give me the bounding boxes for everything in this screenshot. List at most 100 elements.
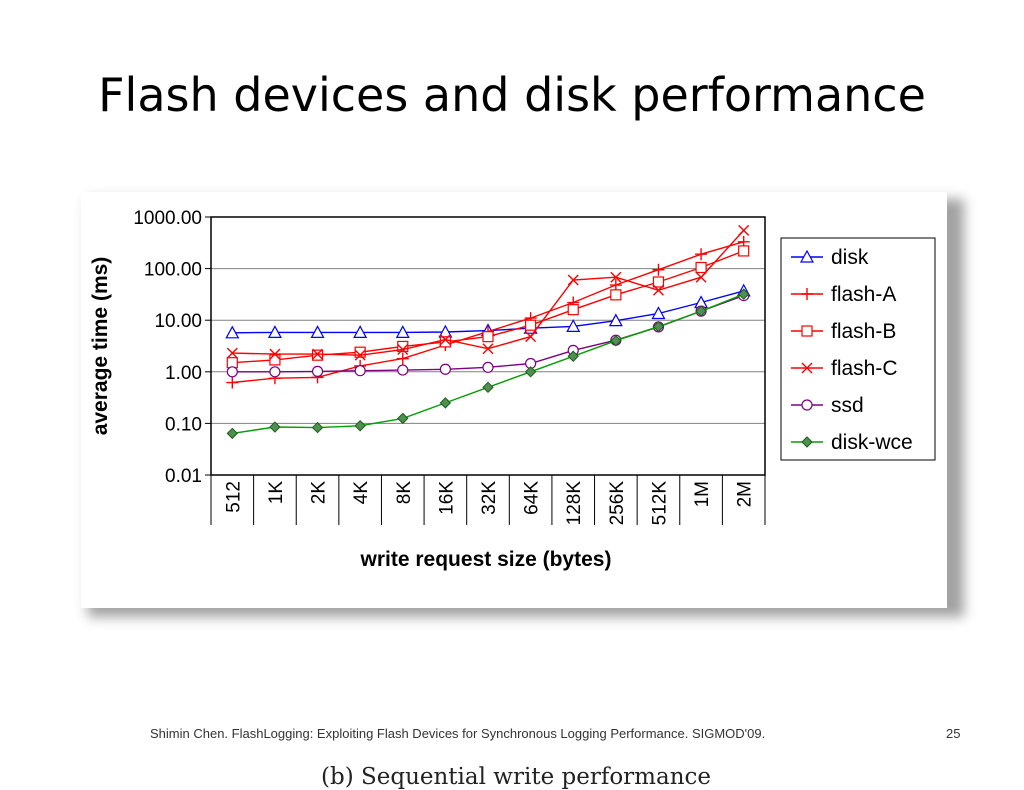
- legend-box: [780, 237, 936, 461]
- legend-swatch-marker: [801, 325, 813, 337]
- data-point-ssd: [311, 365, 324, 377]
- data-point-flash-B: [525, 319, 537, 331]
- legend-swatch-marker: [801, 362, 813, 374]
- data-point-flash-C: [439, 334, 451, 346]
- x-tick-label: 4K: [351, 481, 372, 505]
- data-point-disk: [566, 319, 581, 332]
- data-point-flash-C: [695, 271, 707, 283]
- sequential-write-chart: 0.01 0.10 1.00 10.00 100.00 1000.00 512 1K 2K 4K 8…: [89, 208, 936, 571]
- legend-label: flash-B: [831, 320, 896, 343]
- legend-item-ssd: ssd: [791, 394, 864, 417]
- data-point-flash-C: [525, 331, 537, 343]
- data-point-flash-A: [609, 279, 622, 292]
- x-tick-label: 2K: [309, 481, 330, 505]
- data-point-disk-wce: [226, 427, 239, 440]
- data-point-ssd: [226, 366, 238, 378]
- y-tick-label: 1000.00: [133, 208, 202, 229]
- data-point-ssd: [482, 361, 494, 373]
- footer-citation: Shimin Chen. FlashLogging: Exploiting Fl…: [150, 726, 766, 741]
- x-tick-label: 64K: [522, 481, 543, 515]
- data-point-flash-B: [397, 340, 409, 353]
- data-point-disk-wce: [737, 288, 750, 300]
- legend-swatch-marker: [801, 399, 813, 411]
- data-point-flash-C: [397, 344, 409, 356]
- legend-swatch-marker: [799, 249, 815, 263]
- data-point-flash-C: [226, 347, 238, 359]
- data-point-disk-wce: [482, 381, 494, 394]
- y-axis-label: average time (ms): [89, 257, 112, 436]
- y-tick-label: 0.10: [165, 414, 202, 435]
- series-flash-C: [226, 224, 750, 361]
- data-point-disk: [267, 325, 282, 339]
- data-point-flash-C: [482, 343, 494, 355]
- data-point-disk: [395, 325, 410, 339]
- data-point-disk-wce: [269, 421, 281, 433]
- data-point-flash-A: [695, 248, 708, 261]
- data-point-disk-wce: [311, 421, 324, 434]
- data-point-flash-C: [738, 224, 750, 236]
- y-tick-label: 1.00: [165, 363, 202, 384]
- grid-layer: [211, 268, 765, 424]
- data-point-flash-C: [269, 348, 281, 360]
- data-point-flash-B: [652, 276, 665, 288]
- data-point-ssd: [397, 364, 409, 376]
- legend-swatch-marker: [801, 436, 813, 448]
- x-tick-label: 128K: [564, 481, 585, 526]
- legend-item-disk-wce: disk-wce: [791, 431, 913, 454]
- x-tick-label: 2M: [735, 481, 756, 507]
- data-point-ssd: [439, 363, 451, 375]
- series-layer: [225, 224, 751, 440]
- legend-item-disk: disk: [791, 246, 869, 269]
- x-tick-label: 256K: [607, 481, 628, 526]
- x-tick-label: 8K: [394, 481, 415, 505]
- page-number: 25: [946, 726, 961, 741]
- legend-item-flash-C: flash-C: [791, 357, 898, 380]
- x-axis-label: write request size (bytes): [360, 548, 612, 571]
- data-point-flash-B: [567, 304, 579, 316]
- series-disk-wce: [226, 288, 750, 440]
- y-tick-label: 100.00: [144, 260, 202, 281]
- data-point-flash-C: [610, 271, 622, 283]
- data-point-flash-B: [311, 349, 324, 361]
- data-point-flash-B: [695, 261, 707, 274]
- data-point-disk-wce: [524, 366, 537, 378]
- data-point-disk: [608, 313, 623, 327]
- x-tick-label: 512K: [649, 481, 670, 526]
- x-tick-label: 16K: [436, 481, 457, 515]
- y-tick-label: 10.00: [154, 311, 202, 332]
- data-point-disk: [310, 325, 325, 339]
- data-point-disk-wce: [567, 350, 579, 362]
- legend-label: flash-C: [831, 357, 898, 380]
- data-point-flash-C: [567, 274, 579, 286]
- data-point-ssd: [354, 365, 366, 377]
- data-point-disk: [353, 325, 368, 339]
- data-point-flash-C: [354, 349, 366, 361]
- data-point-disk: [651, 306, 666, 320]
- legend: disk flash-A flash-B flash-C ssd disk-wce: [780, 237, 936, 461]
- figure-card: 0.01 0.10 1.00 10.00 100.00 1000.00 512 1K 2K 4K 8…: [81, 192, 947, 790]
- plot-frame: [210, 216, 766, 476]
- data-point-disk: [225, 325, 240, 339]
- legend-label: flash-A: [831, 283, 896, 306]
- series-line-flash-A: [232, 241, 744, 384]
- data-point-flash-B: [610, 289, 622, 301]
- legend-label: ssd: [831, 394, 864, 417]
- data-point-flash-B: [482, 331, 494, 343]
- data-point-flash-B: [439, 336, 451, 348]
- slide-title: Flash devices and disk performance: [98, 68, 926, 122]
- data-point-disk-wce: [354, 420, 366, 432]
- data-point-disk-wce: [610, 335, 622, 347]
- axis-layer: 0.01 0.10 1.00 10.00 100.00 1000.00 512 1K 2K 4K 8…: [133, 208, 766, 526]
- y-tick-label: 0.01: [165, 466, 202, 487]
- data-point-ssd: [269, 366, 281, 378]
- data-point-flash-A: [652, 263, 665, 276]
- x-tick-label: 1M: [692, 481, 713, 507]
- data-point-disk-wce: [695, 305, 707, 317]
- legend-item-flash-B: flash-B: [791, 320, 896, 343]
- data-point-flash-B: [269, 354, 281, 366]
- series-line-flash-B: [232, 250, 744, 364]
- data-point-flash-C: [652, 284, 664, 296]
- x-tick-label: 512: [223, 481, 244, 513]
- data-point-flash-B: [738, 245, 750, 257]
- x-tick-label: 32K: [479, 481, 500, 515]
